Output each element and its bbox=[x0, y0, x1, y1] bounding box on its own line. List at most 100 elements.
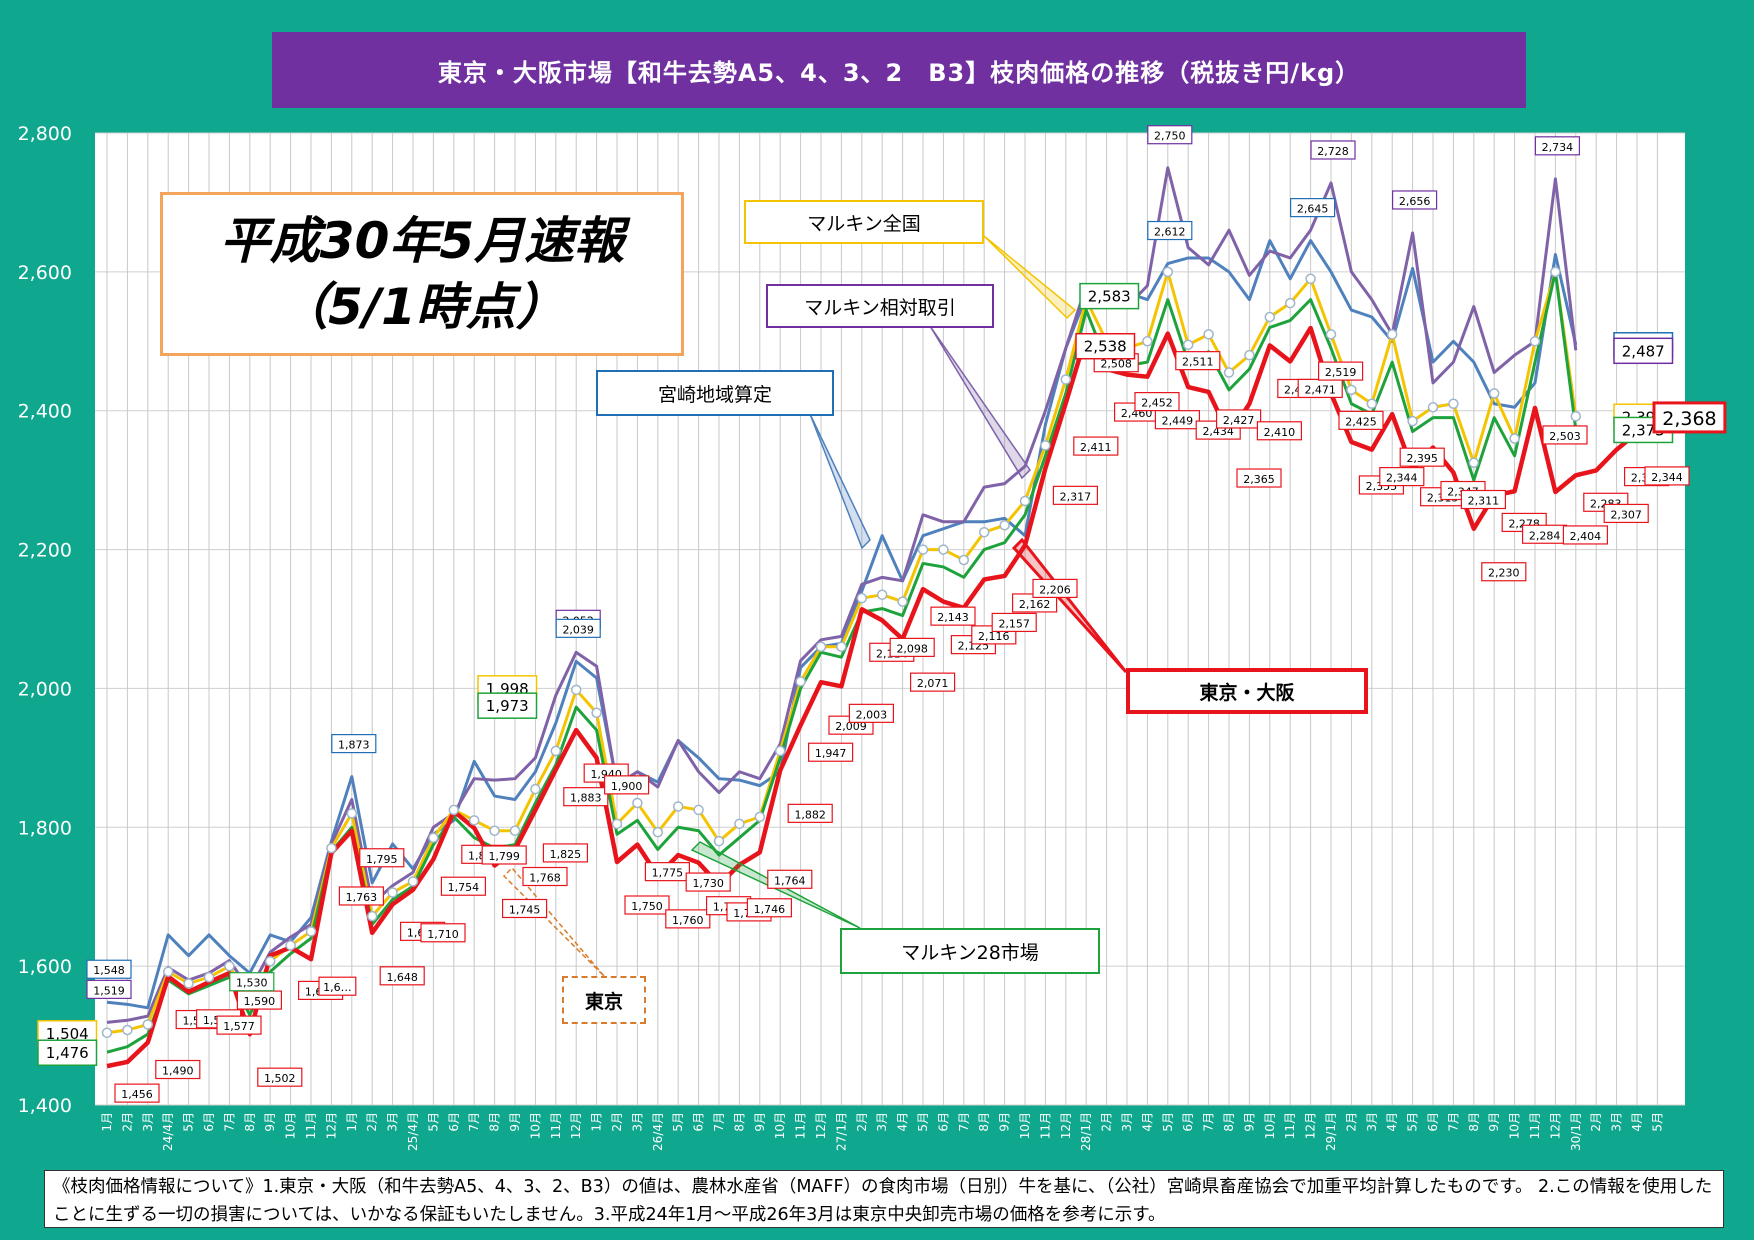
data-point bbox=[346, 808, 358, 819]
x-tick-label: 24/4月 bbox=[161, 1112, 175, 1151]
data-label-box bbox=[644, 862, 691, 882]
data-point bbox=[305, 926, 317, 937]
data-point bbox=[897, 596, 908, 607]
data-label-text: 2,230 bbox=[1488, 567, 1520, 580]
x-tick-label: 3月 bbox=[1365, 1112, 1379, 1132]
data-point bbox=[958, 554, 970, 566]
data-point bbox=[183, 978, 194, 989]
data-label: 2,284 bbox=[1521, 524, 1568, 544]
data-point bbox=[530, 783, 541, 795]
data-label-text: 1,825 bbox=[550, 848, 582, 861]
data-label: 2,449 bbox=[1154, 410, 1201, 430]
data-label-box bbox=[331, 734, 377, 754]
data-point bbox=[1264, 311, 1276, 323]
data-point bbox=[938, 544, 949, 555]
data-point bbox=[978, 526, 990, 538]
data-label: 2,206 bbox=[1032, 578, 1078, 599]
x-tick-label: 9月 bbox=[508, 1112, 522, 1132]
data-point bbox=[570, 684, 582, 696]
data-point bbox=[693, 804, 704, 816]
data-point bbox=[1570, 411, 1582, 422]
data-label-text: 1,6… bbox=[323, 981, 352, 994]
data-point bbox=[1550, 266, 1561, 278]
x-tick-label: 2月 bbox=[1100, 1112, 1114, 1132]
data-label: 1,490 bbox=[155, 1059, 201, 1080]
data-label-text: 2,157 bbox=[998, 617, 1030, 630]
annotation-marukin-zenkoku: マルキン全国 bbox=[744, 200, 984, 244]
data-label: 2,039 bbox=[555, 618, 601, 638]
data-label-text: 1,746 bbox=[754, 903, 786, 916]
data-label: 1,900 bbox=[603, 775, 650, 795]
data-label: 2,750 bbox=[1147, 125, 1193, 145]
data-label-text: 2,143 bbox=[937, 611, 969, 624]
annotation-leaders bbox=[502, 235, 1128, 977]
data-point bbox=[1529, 336, 1541, 347]
x-tick-label: 5月 bbox=[426, 1112, 440, 1132]
data-label-text: 1,490 bbox=[162, 1065, 194, 1078]
data-point bbox=[264, 956, 276, 967]
x-tick-label: 10月 bbox=[1263, 1112, 1277, 1139]
x-tick-label: 2月 bbox=[610, 1112, 624, 1132]
data-label: 1,456 bbox=[114, 1083, 160, 1103]
data-label: 1,750 bbox=[624, 895, 670, 915]
data-label-box bbox=[1236, 468, 1282, 488]
data-point bbox=[1305, 273, 1316, 285]
data-point bbox=[856, 592, 868, 604]
x-tick-label: 12月 bbox=[1304, 1112, 1318, 1139]
data-label: 1,882 bbox=[787, 803, 833, 823]
data-label-text: 1,502 bbox=[264, 1072, 296, 1085]
data-label: 2,230 bbox=[1481, 562, 1527, 582]
data-label-box bbox=[542, 843, 589, 863]
data-label: 1,590 bbox=[236, 990, 282, 1010]
data-label-box bbox=[1317, 361, 1364, 381]
x-tick-label: 2月 bbox=[855, 1112, 869, 1132]
big-data-label-text: 2,368 bbox=[1662, 408, 1716, 430]
data-point bbox=[1407, 415, 1418, 427]
big-data-label: 2,368 bbox=[1652, 401, 1727, 434]
data-point bbox=[162, 966, 174, 977]
data-label-box bbox=[767, 869, 813, 889]
x-tick-label: 10月 bbox=[1508, 1112, 1522, 1139]
x-tick-label: 27/1月 bbox=[834, 1112, 848, 1151]
data-label: 2,452 bbox=[1134, 392, 1180, 412]
data-label-box bbox=[420, 923, 466, 943]
x-tick-label: 7月 bbox=[222, 1112, 236, 1132]
x-tick-label: 8月 bbox=[977, 1112, 991, 1132]
y-tick-label: 2,800 bbox=[18, 123, 72, 145]
data-point bbox=[1203, 329, 1214, 340]
data-point bbox=[815, 641, 827, 653]
data-label-text: 2,206 bbox=[1039, 583, 1071, 596]
data-label: 2,157 bbox=[991, 612, 1037, 633]
data-label: 1,873 bbox=[331, 734, 377, 754]
data-label-box bbox=[1534, 136, 1581, 156]
x-tick-label: 1月 bbox=[590, 1112, 604, 1132]
x-tick-label: 7月 bbox=[467, 1112, 481, 1132]
leader-marukin-zenkoku bbox=[983, 235, 1077, 320]
data-point bbox=[795, 676, 806, 687]
data-label: 2,427 bbox=[1215, 409, 1262, 429]
data-label: 1,745 bbox=[502, 898, 548, 919]
data-label: 2,425 bbox=[1338, 410, 1384, 430]
data-point bbox=[836, 641, 847, 653]
data-label: 1,768 bbox=[522, 866, 568, 887]
data-point bbox=[611, 818, 623, 830]
data-label-box bbox=[991, 612, 1037, 633]
data-label-box bbox=[359, 848, 405, 868]
data-point bbox=[448, 804, 460, 816]
x-tick-label: 6月 bbox=[202, 1112, 216, 1132]
x-tick-label: 10月 bbox=[1018, 1112, 1032, 1139]
data-label-text: 2,750 bbox=[1154, 130, 1186, 143]
big-data-label-text: 2,538 bbox=[1084, 338, 1127, 356]
data-label-box bbox=[522, 866, 568, 887]
data-point bbox=[428, 832, 439, 843]
data-point bbox=[489, 825, 500, 837]
data-label-text: 1,648 bbox=[386, 971, 418, 984]
data-point bbox=[468, 815, 480, 826]
data-label-text: 2,317 bbox=[1060, 490, 1092, 503]
data-labels: 1,4561,4901,5851,5631,5771,5901,5021,530… bbox=[37, 125, 1727, 1103]
data-point bbox=[876, 589, 888, 600]
x-tick-label: 5月 bbox=[182, 1112, 196, 1132]
data-label: 1,764 bbox=[767, 869, 813, 889]
data-label-box bbox=[1154, 410, 1201, 430]
flash-report-line2: （5/1時点） bbox=[278, 278, 566, 336]
